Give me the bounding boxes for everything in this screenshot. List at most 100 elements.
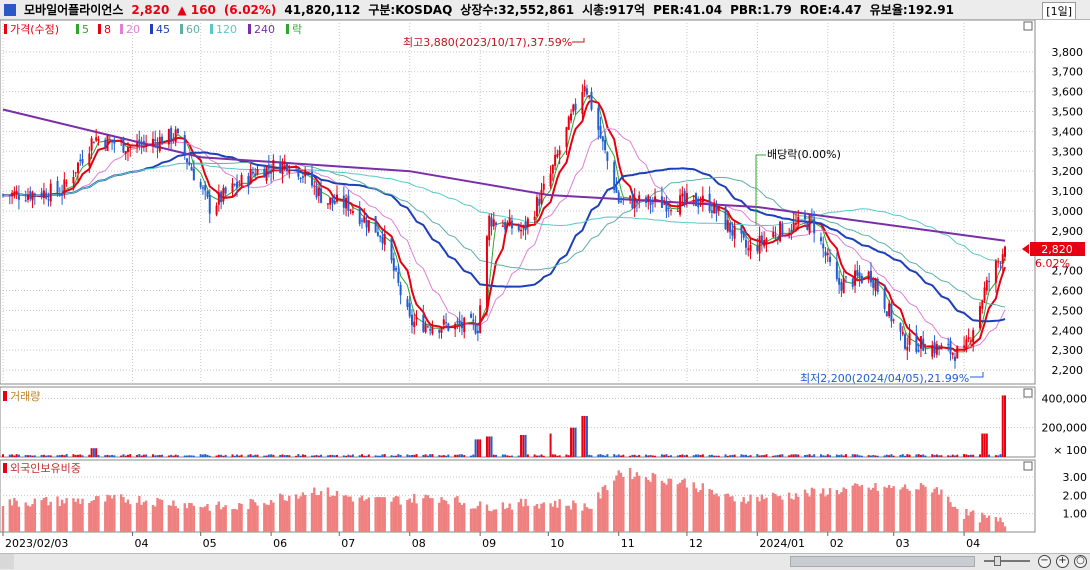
candle-body (367, 220, 370, 232)
zoom-slider-knob[interactable] (994, 556, 1001, 566)
candle-body (33, 193, 36, 196)
candle-body (935, 344, 938, 355)
volume-bar (810, 455, 813, 457)
volume-bar (813, 454, 816, 457)
foreign-bar (985, 517, 989, 532)
foreign-bar (844, 488, 848, 532)
candle-body (840, 282, 843, 291)
foreign-bar (522, 506, 525, 532)
zoom-out-icon[interactable]: − (1038, 555, 1051, 568)
candle-body (819, 237, 822, 242)
volume-bar (501, 454, 504, 457)
volume-bar (517, 455, 520, 457)
candle-body (329, 197, 332, 205)
volume-bar (874, 455, 877, 457)
candle-body (524, 222, 527, 231)
volume-bar (854, 454, 857, 457)
foreign-bar (874, 483, 877, 532)
volume-bar (533, 454, 536, 457)
volume-bar (819, 454, 822, 457)
volume-bar (708, 454, 711, 457)
candle-body (13, 191, 16, 197)
horizontal-scrollbar[interactable]: − + ○ (0, 553, 1090, 570)
foreign-bar (810, 487, 814, 532)
foreign-bar (278, 493, 282, 532)
foreign-bar (622, 477, 625, 532)
foreign-bar (728, 496, 732, 532)
foreign-bar (72, 498, 75, 532)
candle-body (844, 276, 847, 278)
foreign-bar (272, 502, 275, 532)
candle-body (49, 183, 52, 202)
foreign-bar (797, 496, 800, 532)
volume-bar (797, 454, 800, 457)
stock-name[interactable]: 모바일어플라이언스 (24, 3, 124, 17)
candle-body (426, 326, 429, 328)
volume-bar (969, 454, 972, 457)
foreign-bar (747, 501, 750, 532)
volume-bar (765, 454, 768, 457)
volume-bar (904, 455, 907, 457)
volume-bar (742, 454, 745, 457)
scroll-thumb[interactable] (790, 556, 975, 567)
zoom-in-icon[interactable]: + (1056, 555, 1069, 568)
foreign-bar (742, 497, 745, 532)
candle-body (601, 136, 604, 142)
candle-body (917, 349, 920, 352)
candle-body (295, 166, 298, 168)
candle-body (597, 107, 600, 130)
volume-bar (295, 455, 298, 457)
candle-body (790, 229, 793, 233)
title-bar: 모바일어플라이언스 2,820 ▲ 160 (6.02%) 41,820,112… (0, 0, 1090, 20)
candle-body (713, 202, 716, 214)
candle-body (474, 323, 477, 334)
chart-area[interactable]: 3,800 3,700 3,600 3,500 3,400 3,300 3,200 3,100… (0, 20, 1090, 553)
volume-bar (390, 455, 393, 457)
foreign-bar (269, 500, 273, 532)
candle-body (899, 322, 902, 332)
foreign-tick-label: 1.00 (1063, 508, 1088, 521)
foreign-bar (856, 484, 859, 532)
volume-bar (685, 454, 688, 457)
foreign-bar (653, 474, 657, 532)
volume-bar (645, 454, 648, 457)
foreign-panel-close-icon[interactable] (1023, 461, 1033, 471)
volume-bar (431, 454, 434, 457)
volume-bar (333, 455, 336, 457)
scroll-left-button[interactable] (0, 554, 14, 569)
volume-bar (381, 454, 384, 457)
foreign-bar (994, 517, 998, 532)
volume-bar (63, 455, 66, 457)
candle-body (604, 139, 607, 151)
foreign-bar (538, 508, 541, 532)
foreign-bar (922, 484, 925, 532)
candle-body (954, 356, 957, 361)
foreign-bar (160, 499, 164, 532)
panel-close-icon[interactable] (1023, 21, 1033, 31)
foreign-bar (519, 498, 523, 532)
volume-bar (206, 454, 209, 457)
candle-body (756, 246, 759, 252)
foreign-bar (458, 502, 461, 532)
listed-shares: 상장수:32,552,861 (460, 3, 575, 17)
zoom-slider-track[interactable] (984, 560, 1030, 562)
foreign-bar (756, 496, 759, 532)
volume-bar (383, 454, 386, 457)
foreign-bar (297, 498, 300, 532)
candle-body (79, 159, 82, 162)
period-button[interactable]: [1일] (1042, 2, 1076, 19)
volume-bar (2, 454, 4, 457)
zoom-reset-icon[interactable]: ○ (1074, 555, 1087, 568)
volume-bar (458, 454, 461, 457)
volume-bar (440, 455, 443, 457)
ma-8-line (2, 99, 1006, 352)
foreign-bar (822, 488, 825, 532)
volume-bar (776, 455, 779, 457)
foreign-bar (635, 472, 639, 532)
foreign-bar (853, 483, 857, 532)
candle-body (379, 235, 382, 238)
candle-body (424, 324, 427, 333)
volume-panel-close-icon[interactable] (1023, 388, 1033, 398)
volume-bar (538, 455, 541, 457)
candle-body (647, 195, 650, 203)
